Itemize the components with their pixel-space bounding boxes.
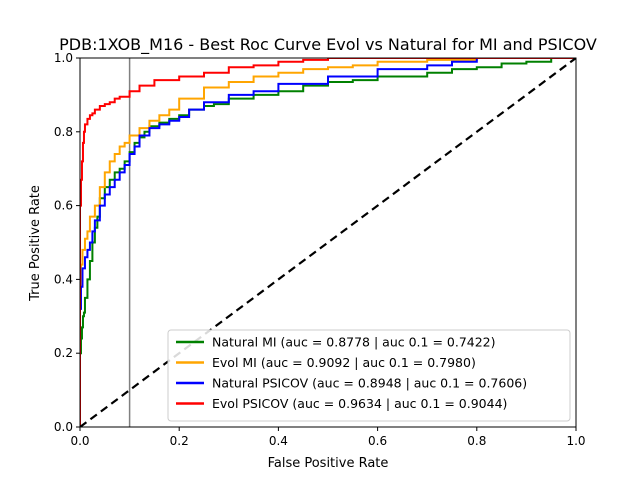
plot-area (80, 58, 576, 427)
x-tick-label: 0.2 (170, 434, 189, 448)
legend-box (167, 329, 571, 422)
x-tick-label: 0.8 (467, 434, 486, 448)
y-tick-label: 0.6 (54, 199, 73, 213)
x-axis-label: False Positive Rate (268, 456, 389, 471)
y-tick-label: 0.2 (54, 346, 73, 360)
legend-entry-1: Evol MI (auc = 0.9092 | auc 0.1 = 0.7980… (212, 355, 476, 370)
x-tick-label: 0.0 (70, 434, 89, 448)
x-tick-label: 0.6 (368, 434, 387, 448)
series-line-2 (80, 58, 576, 427)
plot-frame (79, 57, 577, 428)
y-tick-label: 0.4 (54, 272, 73, 286)
legend-entry-3: Evol PSICOV (auc = 0.9634 | auc 0.1 = 0.… (212, 396, 507, 411)
y-tick-label: 0.8 (54, 125, 73, 139)
x-tick-label: 0.4 (269, 434, 288, 448)
chart-title: PDB:1XOB_M16 - Best Roc Curve Evol vs Na… (59, 35, 597, 55)
axes: 0.0 0.2 0.4 0.6 0.8 1.0 0.0 0.2 0.4 0.6 0.8 1.0 (54, 51, 586, 448)
legend: Natural MI (auc = 0.8778 | auc 0.1 = 0.7… (167, 329, 571, 422)
series-line-3 (80, 58, 576, 427)
series-line-1 (80, 58, 576, 427)
y-tick-label: 0.0 (54, 420, 73, 434)
legend-entry-2: Natural PSICOV (auc = 0.8948 | auc 0.1 =… (212, 376, 527, 391)
y-axis-label: True Positive Rate (28, 185, 43, 302)
x-tick-label: 1.0 (566, 434, 585, 448)
y-tick-label: 1.0 (54, 51, 73, 65)
legend-entry-0: Natural MI (auc = 0.8778 | auc 0.1 = 0.7… (212, 335, 496, 350)
